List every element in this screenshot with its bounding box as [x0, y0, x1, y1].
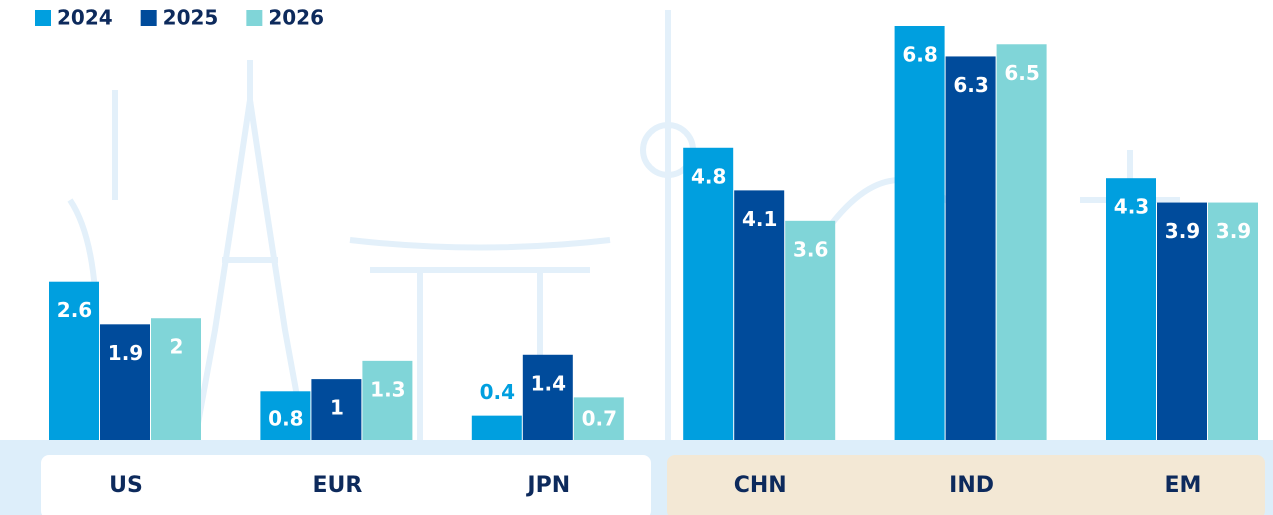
data-label: 3.6 — [793, 237, 828, 261]
legend-swatch — [35, 10, 51, 26]
bar — [472, 416, 522, 440]
x-tick-label: EM — [1165, 473, 1202, 498]
data-label: 2 — [170, 335, 184, 359]
x-tick-label: JPN — [525, 473, 570, 498]
legend-label: 2026 — [268, 6, 324, 30]
bar — [683, 148, 733, 440]
data-label: 6.8 — [902, 43, 937, 67]
data-label: 0.7 — [582, 407, 617, 431]
x-tick-label: US — [109, 473, 143, 498]
data-label: 6.3 — [953, 73, 988, 97]
legend-label: 2025 — [163, 6, 219, 30]
data-label: 4.3 — [1114, 195, 1149, 219]
data-label: 0.8 — [268, 407, 303, 431]
data-label: 1.4 — [531, 371, 566, 395]
data-label: 0.4 — [480, 380, 515, 404]
data-label: 2.6 — [57, 298, 92, 322]
data-label: 3.9 — [1216, 219, 1251, 243]
data-label: 1.3 — [370, 377, 405, 401]
data-label: 3.9 — [1165, 219, 1200, 243]
chart: 2024 2025 2026 US 2.6 1.9 2 EUR 0.8 1 1.3 JPN 0.4 1.4… — [0, 0, 1273, 515]
bar — [946, 56, 996, 440]
bar — [523, 355, 573, 440]
data-label: 6.5 — [1004, 61, 1039, 85]
data-label: 1 — [330, 396, 344, 420]
bar — [997, 44, 1047, 440]
bar — [895, 26, 945, 440]
legend-label: 2024 — [57, 6, 113, 30]
data-label: 1.9 — [108, 341, 143, 365]
x-tick-label: CHN — [734, 473, 787, 498]
legend-swatch — [141, 10, 157, 26]
x-tick-label: IND — [949, 473, 994, 498]
data-label: 4.8 — [691, 164, 726, 188]
x-tick-label: EUR — [312, 473, 362, 498]
data-label: 4.1 — [742, 207, 777, 231]
legend-swatch — [246, 10, 262, 26]
